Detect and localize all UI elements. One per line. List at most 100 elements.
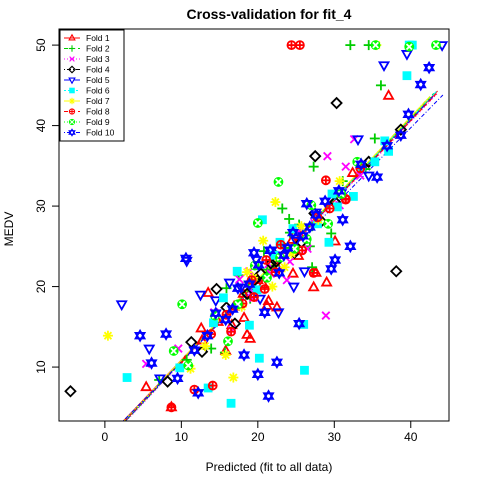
- data-point-fold-2: [308, 161, 319, 172]
- data-marks: [64, 40, 449, 422]
- data-point-fold-4: [330, 96, 343, 110]
- y-tick-label: 40: [34, 119, 48, 133]
- data-point-fold-9: [273, 177, 284, 187]
- data-point-fold-7: [267, 281, 278, 292]
- data-point-fold-8: [324, 203, 335, 214]
- x-axis-label: Predicted (fit to all data): [206, 460, 333, 474]
- data-point-fold-10: [414, 77, 427, 92]
- data-point-fold-5: [362, 171, 375, 183]
- legend-label-fold-7: Fold 7: [86, 96, 110, 106]
- data-point-fold-10: [380, 138, 394, 153]
- data-point-fold-1: [270, 300, 283, 312]
- legend-marker-fold-4: [68, 65, 76, 74]
- data-point-fold-6: [332, 202, 342, 212]
- x-tick-label: 30: [328, 430, 342, 444]
- data-point-fold-4: [308, 149, 322, 163]
- data-point-fold-10: [171, 371, 184, 386]
- legend-marker-fold-5: [68, 77, 76, 85]
- data-point-fold-10: [402, 107, 415, 122]
- x-tick-label: 0: [102, 430, 109, 444]
- y-tick-label: 30: [34, 199, 48, 213]
- data-point-fold-9: [370, 40, 381, 50]
- y-tick-label: 10: [34, 360, 48, 374]
- data-point-fold-6: [254, 353, 264, 363]
- x-tick-label: 20: [251, 430, 265, 444]
- legend-label-fold-9: Fold 9: [86, 117, 110, 127]
- data-point-fold-9: [252, 218, 263, 228]
- data-point-fold-7: [270, 197, 281, 208]
- data-point-fold-7: [102, 330, 113, 341]
- data-point-fold-10: [296, 229, 310, 243]
- data-point-fold-8: [207, 380, 218, 391]
- data-point-fold-9: [168, 346, 179, 356]
- data-point-fold-6: [324, 237, 334, 247]
- data-point-fold-2: [369, 133, 380, 144]
- legend-label-fold-6: Fold 6: [86, 86, 110, 96]
- data-point-fold-10: [293, 316, 306, 331]
- data-point-fold-1: [195, 321, 208, 333]
- data-point-fold-10: [237, 348, 251, 362]
- data-point-fold-3: [323, 151, 332, 161]
- legend-marker-fold-7: [68, 97, 76, 105]
- legend-label-fold-1: Fold 1: [86, 33, 110, 43]
- data-point-fold-5: [194, 290, 207, 302]
- data-point-fold-10: [252, 258, 265, 272]
- data-point-fold-5: [298, 267, 311, 279]
- legend-label-fold-4: Fold 4: [86, 65, 110, 75]
- data-point-fold-4: [210, 282, 223, 296]
- data-point-fold-10: [394, 128, 407, 143]
- data-point-fold-5: [400, 50, 413, 61]
- legend-label-fold-3: Fold 3: [86, 54, 110, 64]
- data-point-fold-6: [226, 398, 236, 408]
- chart-title: Cross-validation for fit_4: [187, 6, 352, 22]
- data-point-fold-2: [284, 213, 295, 224]
- data-point-fold-4: [389, 265, 403, 278]
- data-point-fold-10: [243, 277, 256, 291]
- data-point-fold-5: [272, 308, 285, 320]
- data-point-fold-9: [183, 360, 194, 371]
- data-point-fold-7: [220, 349, 231, 360]
- data-point-fold-2: [345, 40, 356, 51]
- data-point-fold-1: [262, 294, 275, 305]
- legend-marker-fold-2: [68, 45, 76, 52]
- data-point-fold-5: [209, 296, 222, 308]
- data-point-fold-5: [115, 300, 128, 312]
- data-point-fold-8: [297, 245, 308, 256]
- data-point-fold-7: [200, 341, 211, 352]
- data-point-fold-6: [175, 363, 185, 373]
- axes: 0 10 20 30 40 10 20 30 40 50: [34, 28, 450, 444]
- data-point-fold-10: [270, 355, 284, 370]
- data-point-fold-6: [122, 373, 132, 382]
- data-point-fold-1: [238, 311, 251, 322]
- data-point-fold-10: [247, 245, 261, 260]
- data-point-fold-6: [402, 71, 412, 81]
- data-point-fold-10: [145, 356, 158, 370]
- data-point-fold-5: [287, 282, 300, 294]
- data-point-fold-8: [294, 40, 305, 50]
- data-point-fold-10: [262, 389, 275, 403]
- data-point-fold-5: [153, 374, 166, 386]
- data-point-fold-3: [321, 311, 331, 320]
- data-point-fold-6: [370, 157, 380, 167]
- legend-marker-fold-6: [69, 87, 75, 94]
- data-point-fold-1: [307, 280, 320, 292]
- data-point-fold-4: [240, 287, 254, 301]
- data-point-fold-8: [249, 292, 259, 302]
- x-tick-label: 10: [175, 430, 189, 444]
- data-point-fold-6: [232, 266, 242, 276]
- data-point-fold-4: [254, 267, 268, 280]
- legend-label-fold-8: Fold 8: [86, 107, 110, 117]
- data-point-fold-9: [404, 41, 415, 52]
- data-point-fold-10: [423, 60, 436, 75]
- data-point-fold-3: [341, 162, 351, 172]
- data-point-fold-8: [308, 267, 319, 278]
- data-point-fold-10: [309, 208, 323, 222]
- data-point-fold-10: [159, 327, 173, 341]
- data-point-fold-8: [320, 175, 331, 186]
- data-point-fold-4: [394, 123, 408, 136]
- y-tick-label: 50: [34, 38, 48, 52]
- data-point-fold-1: [320, 275, 333, 287]
- plot-frame: [58, 28, 450, 422]
- legend-label-fold-10: Fold 10: [86, 128, 115, 138]
